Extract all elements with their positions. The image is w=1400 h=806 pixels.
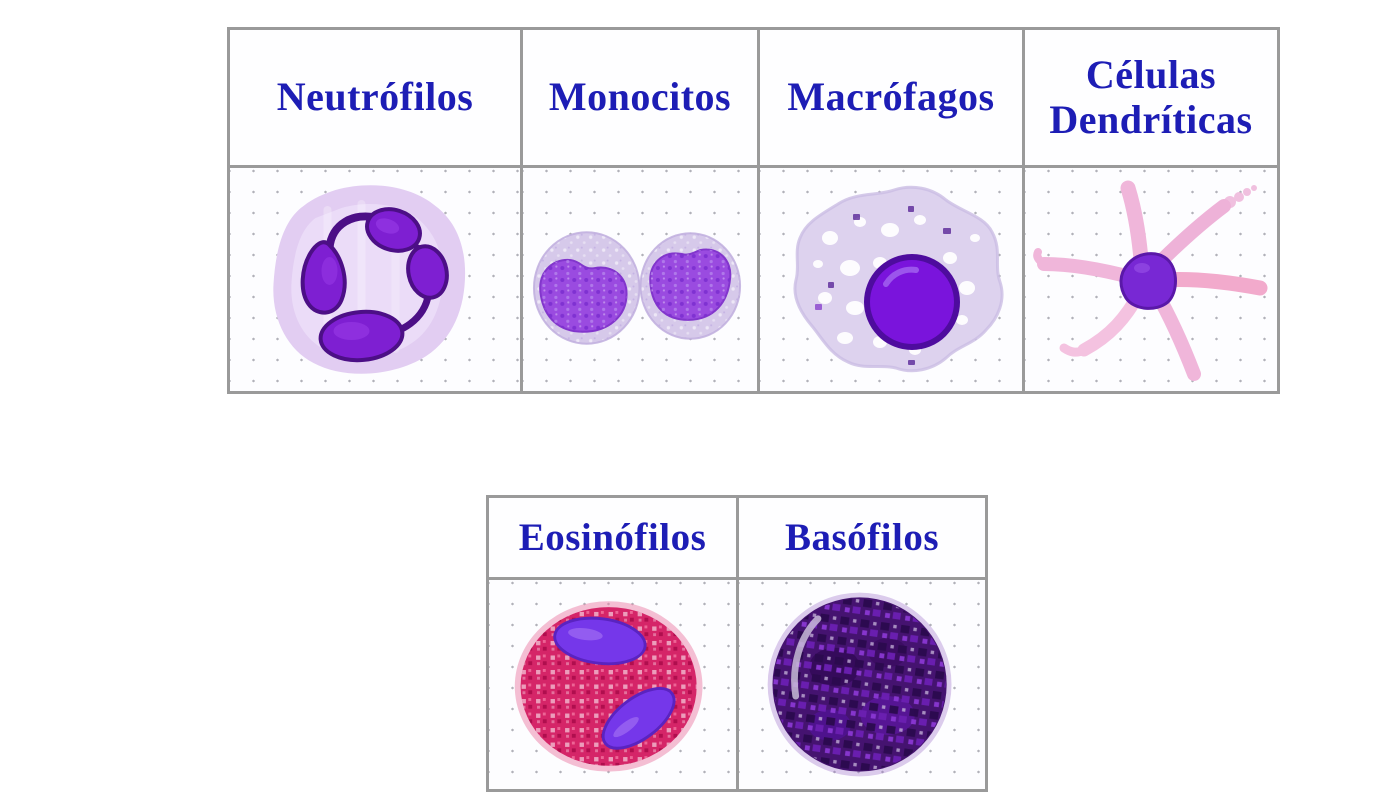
image-row-bottom bbox=[486, 577, 988, 792]
dendritic-cell-icon bbox=[1033, 180, 1268, 381]
basophil-cell-icon bbox=[767, 592, 952, 777]
cell-image-neutrophil bbox=[227, 165, 523, 394]
header-row-bottom: Eosinófilos Basófilos bbox=[486, 495, 988, 580]
leukocyte-table-bottom: Eosinófilos Basófilos bbox=[486, 495, 988, 792]
column-header-eosinophils: Eosinófilos bbox=[486, 495, 739, 580]
header-row-top: Neutrófilos Monocitos Macrófagos Células… bbox=[227, 27, 1280, 168]
eosinophil-cell-icon bbox=[514, 601, 703, 772]
column-header-basophils: Basófilos bbox=[736, 495, 988, 580]
column-header-neutrophils: Neutrófilos bbox=[227, 27, 523, 168]
macrophage-cell-icon bbox=[793, 185, 1004, 373]
image-row-top bbox=[227, 165, 1280, 394]
monocyte-cells-icon bbox=[532, 231, 742, 345]
column-header-macrophages: Macrófagos bbox=[757, 27, 1025, 168]
cell-image-monocytes bbox=[520, 165, 760, 394]
header-label: Células Dendríticas bbox=[1049, 51, 1253, 142]
header-label: Macrófagos bbox=[787, 74, 995, 120]
cell-image-eosinophil bbox=[486, 577, 739, 792]
cell-image-macrophage bbox=[757, 165, 1025, 394]
leukocyte-table-top: Neutrófilos Monocitos Macrófagos Células… bbox=[227, 27, 1280, 394]
column-header-monocytes: Monocitos bbox=[520, 27, 760, 168]
cell-image-basophil bbox=[736, 577, 988, 792]
cell-image-dendritic bbox=[1022, 165, 1280, 394]
header-label: Eosinófilos bbox=[518, 515, 707, 559]
header-label: Monocitos bbox=[548, 74, 732, 120]
header-label: Basófilos bbox=[784, 515, 940, 559]
neutrophil-cell-icon bbox=[273, 185, 466, 374]
column-header-dendritic-cells: Células Dendríticas bbox=[1022, 27, 1280, 168]
header-label: Neutrófilos bbox=[276, 74, 474, 120]
